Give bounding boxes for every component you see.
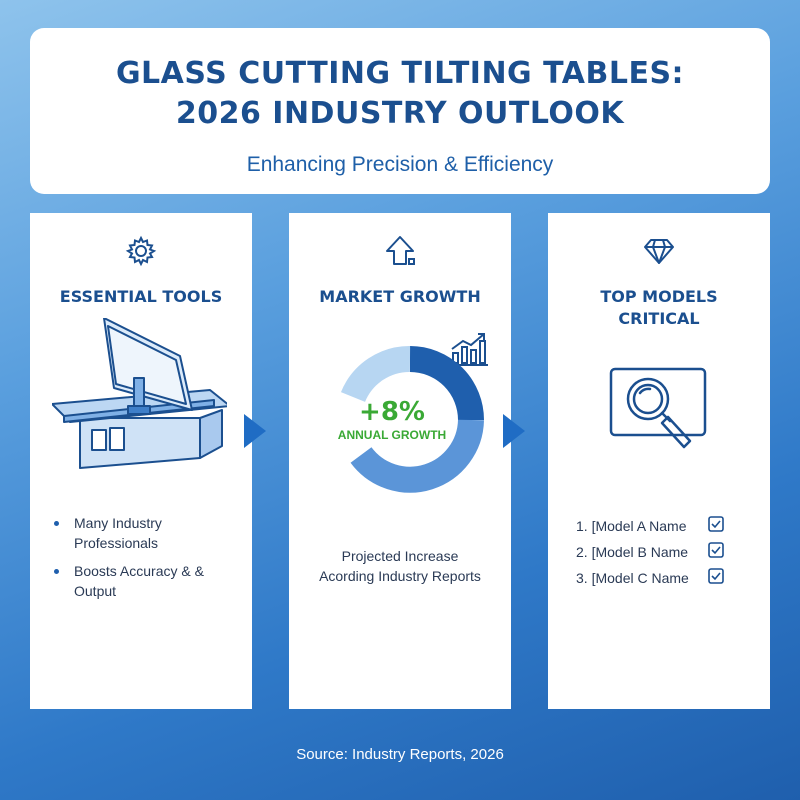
panel-title: ESSENTIAL TOOLS (59, 287, 223, 306)
caption-line-2: Acording Industry Reports (319, 568, 481, 584)
panel-top-models: TOP MODELS CRITICAL 1. [Model A Name 2. … (548, 213, 770, 709)
page-title: GLASS CUTTING TILTING TABLES: 2026 INDUS… (30, 54, 770, 134)
flow-arrow-icon (244, 414, 266, 448)
title-line-1: TOP MODELS (600, 287, 718, 306)
magnifier-icon (608, 361, 708, 466)
list-item: Many Industry Professionals (52, 513, 242, 553)
diamond-icon (642, 233, 676, 272)
panel-title: TOP MODELS CRITICAL (548, 286, 770, 330)
tools-bullet-list: Many Industry Professionals Boosts Accur… (52, 513, 242, 609)
checkbox-checked-icon (708, 567, 724, 589)
arrow-up-icon (383, 233, 417, 274)
donut-segment-mid (350, 419, 484, 493)
list-item: 2. [Model B Name (576, 539, 756, 565)
list-item: Boosts Accuracy & & Output (52, 561, 242, 601)
models-list: 1. [Model A Name 2. [Model B Name 3. [Mo… (576, 513, 756, 591)
growth-caption: Projected Increase Acording Industry Rep… (289, 546, 511, 586)
tilting-table-illustration (51, 317, 231, 483)
donut-segment-light (340, 345, 411, 403)
caption-line-1: Projected Increase (341, 548, 459, 564)
flow-arrow-icon (503, 414, 525, 448)
title-line-2: CRITICAL (618, 309, 700, 328)
growth-value: +8% (359, 397, 425, 427)
growth-label: ANNUAL GROWTH (337, 428, 447, 442)
title-line-2: 2026 INDUSTRY OUTLOOK (175, 96, 625, 131)
model-name: 2. [Model B Name (576, 544, 689, 560)
model-name: 1. [Model A Name (576, 518, 687, 534)
donut-segment-dark (409, 346, 484, 421)
header-card: GLASS CUTTING TILTING TABLES: 2026 INDUS… (30, 28, 770, 194)
subtitle: Enhancing Precision & Efficiency (246, 153, 554, 176)
title-line-1: GLASS CUTTING TILTING TABLES: (115, 56, 685, 91)
growth-donut-chart: +8% ANNUAL GROWTH (335, 345, 485, 495)
checkbox-checked-icon (708, 515, 724, 537)
panel-essential-tools: ESSENTIAL TOOLS Many Industry Profess (30, 213, 252, 709)
panel-title: MARKET GROWTH (319, 287, 481, 306)
panel-market-growth: MARKET GROWTH +8% ANNUAL GROWTH (289, 213, 511, 709)
list-item: 1. [Model A Name (576, 513, 756, 539)
model-name: 3. [Model C Name (576, 570, 689, 586)
growth-readout: +8% ANNUAL GROWTH (327, 397, 457, 443)
checkbox-checked-icon (708, 541, 724, 563)
source-footer: Source: Industry Reports, 2026 (296, 746, 504, 763)
list-item: 3. [Model C Name (576, 565, 756, 591)
gear-icon (123, 233, 159, 274)
